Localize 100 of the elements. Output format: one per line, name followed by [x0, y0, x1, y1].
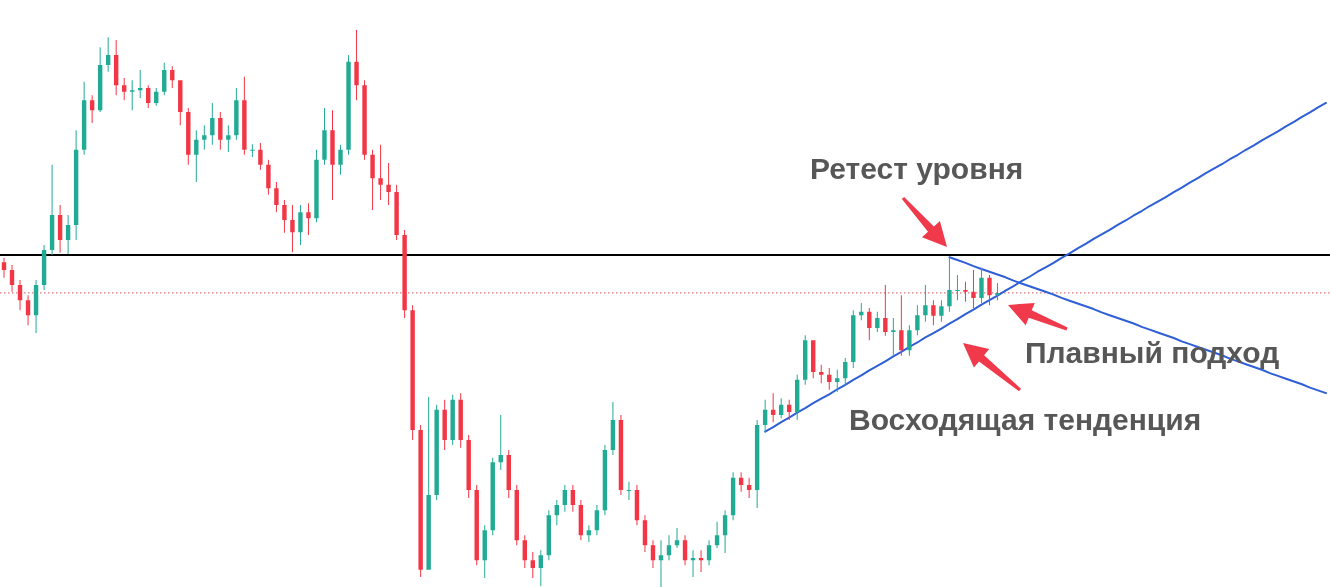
candlestick [730, 472, 736, 521]
annotation: Восходящая тенденция [849, 403, 1202, 436]
candlestick [891, 317, 896, 356]
candlestick [666, 535, 672, 561]
candlestick [1, 257, 7, 278]
candlestick [226, 125, 231, 152]
candlestick [979, 267, 984, 303]
candlestick [362, 80, 367, 160]
candlestick [650, 540, 656, 569]
candlestick [97, 47, 103, 112]
candlestick [242, 76, 247, 155]
candlestick [642, 515, 648, 552]
candlestick [722, 510, 728, 554]
candlestick [875, 311, 880, 332]
candlestick [690, 550, 696, 577]
candlestick [194, 130, 199, 183]
candlestick [618, 414, 624, 496]
candlestick [386, 163, 391, 205]
candlestick [514, 485, 519, 546]
candlestick [170, 66, 175, 88]
annotation: Ретест уровня [810, 152, 1024, 185]
candlestick [682, 535, 688, 566]
candlestick [867, 307, 872, 341]
candlestick [402, 229, 407, 318]
candlestick [17, 280, 23, 311]
candlestick [458, 393, 463, 448]
candlestick [795, 374, 800, 420]
candlestick [482, 525, 487, 579]
candlestick [113, 40, 119, 96]
candlestick [586, 525, 592, 542]
candlestick [827, 368, 832, 390]
candlestick [81, 81, 87, 155]
candlestick [923, 285, 928, 322]
candlestick [610, 402, 616, 455]
candlestick [274, 182, 279, 213]
candlestick [490, 457, 495, 536]
candlestick [426, 397, 431, 570]
candlestick [746, 477, 752, 498]
candlestick [49, 164, 55, 256]
candlestick [778, 398, 784, 419]
candlestick [210, 102, 215, 145]
candlestick [410, 305, 415, 440]
candlestick [602, 444, 608, 516]
candlestick [915, 305, 920, 336]
candlestick [883, 285, 888, 336]
candlestick [955, 275, 960, 301]
candlestick [939, 300, 944, 322]
candlestick [434, 404, 439, 501]
candlestick [314, 149, 319, 223]
candlestick [522, 535, 527, 569]
candlestick [947, 257, 952, 312]
candlestick [354, 30, 359, 101]
candlestick [819, 364, 824, 384]
candlestick [162, 62, 167, 96]
candlestick [506, 449, 511, 498]
candlestick [474, 485, 479, 566]
candlestick [418, 424, 423, 577]
candlestick [442, 399, 447, 450]
candlestick [674, 527, 680, 549]
candlestick [859, 302, 864, 321]
candlestick [803, 335, 808, 385]
candlestick [330, 110, 335, 200]
candlestick [450, 394, 455, 445]
candlestick [346, 55, 351, 155]
candlestick [234, 87, 239, 140]
candlestick [562, 485, 568, 512]
candlestick [186, 107, 191, 165]
candlestick [594, 505, 600, 536]
candlestick [698, 550, 704, 572]
candlestick [538, 550, 544, 586]
candlestick [770, 393, 776, 423]
candlestick [178, 80, 183, 126]
candlestick [138, 70, 143, 98]
candlestick [843, 358, 848, 385]
candlestick [298, 204, 303, 245]
candlestick [498, 414, 503, 471]
candlestick [786, 399, 792, 420]
candlestick [25, 295, 31, 326]
candlestick [851, 310, 856, 369]
candlestick [530, 551, 535, 579]
candlestick [835, 369, 840, 393]
candlestick [306, 203, 311, 235]
candlestick [370, 149, 375, 210]
candlestick [714, 521, 720, 549]
candlestick [250, 144, 255, 157]
candlestick [811, 340, 816, 379]
candlestick [738, 472, 744, 492]
candlestick [121, 77, 127, 101]
candlestick [706, 540, 712, 566]
candlestick [258, 143, 263, 170]
candlestick [762, 399, 768, 433]
candlestick [282, 199, 287, 233]
candlestick [202, 125, 207, 150]
candlestick [33, 280, 39, 334]
candlestick [57, 204, 63, 253]
candlestick [105, 37, 111, 72]
candlestick [578, 500, 584, 541]
candlestick [907, 325, 912, 356]
candlestick [89, 95, 95, 124]
candlestick [9, 265, 15, 292]
